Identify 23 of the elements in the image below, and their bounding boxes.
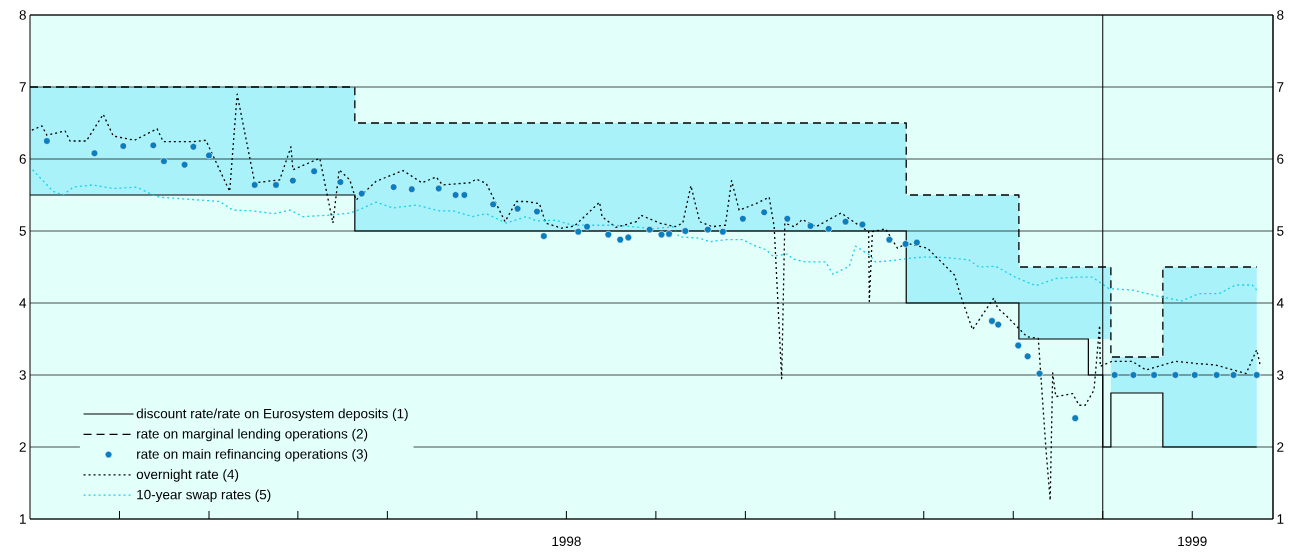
y2-tick-label: 5: [1277, 226, 1284, 236]
legend-label: rate on marginal lending operations (2): [137, 428, 368, 442]
legend-label: discount rate/rate on Eurosystem deposits (1): [136, 408, 408, 421]
y2-tick-label: 8: [1277, 10, 1284, 20]
y-tick-label: 6: [19, 154, 26, 164]
y-tick-label: 3: [19, 370, 26, 380]
legend-label: rate on main refinancing operations (3): [137, 448, 368, 462]
y-tick-label: 8: [19, 10, 26, 20]
y2-tick-label: 6: [1277, 154, 1284, 164]
y2-tick-label: 1: [1277, 514, 1284, 524]
y-tick-label: 5: [19, 226, 26, 236]
y2-tick-label: 2: [1277, 442, 1284, 452]
y-tick-label: 2: [19, 442, 26, 452]
legend-label: overnight rate (4): [136, 469, 239, 482]
y2-tick-label: 7: [1277, 82, 1284, 92]
y-tick-label: 1: [20, 514, 26, 524]
y-tick-label: 4: [19, 298, 27, 308]
legend-label: 10-year swap rates (5): [137, 489, 271, 503]
y2-tick-label: 4: [1276, 298, 1284, 308]
x-tick-label: 1998: [552, 536, 581, 547]
x-tick-label: 1999: [1178, 536, 1207, 547]
y-tick-label: 7: [19, 82, 26, 92]
y2-tick-label: 3: [1277, 370, 1284, 380]
